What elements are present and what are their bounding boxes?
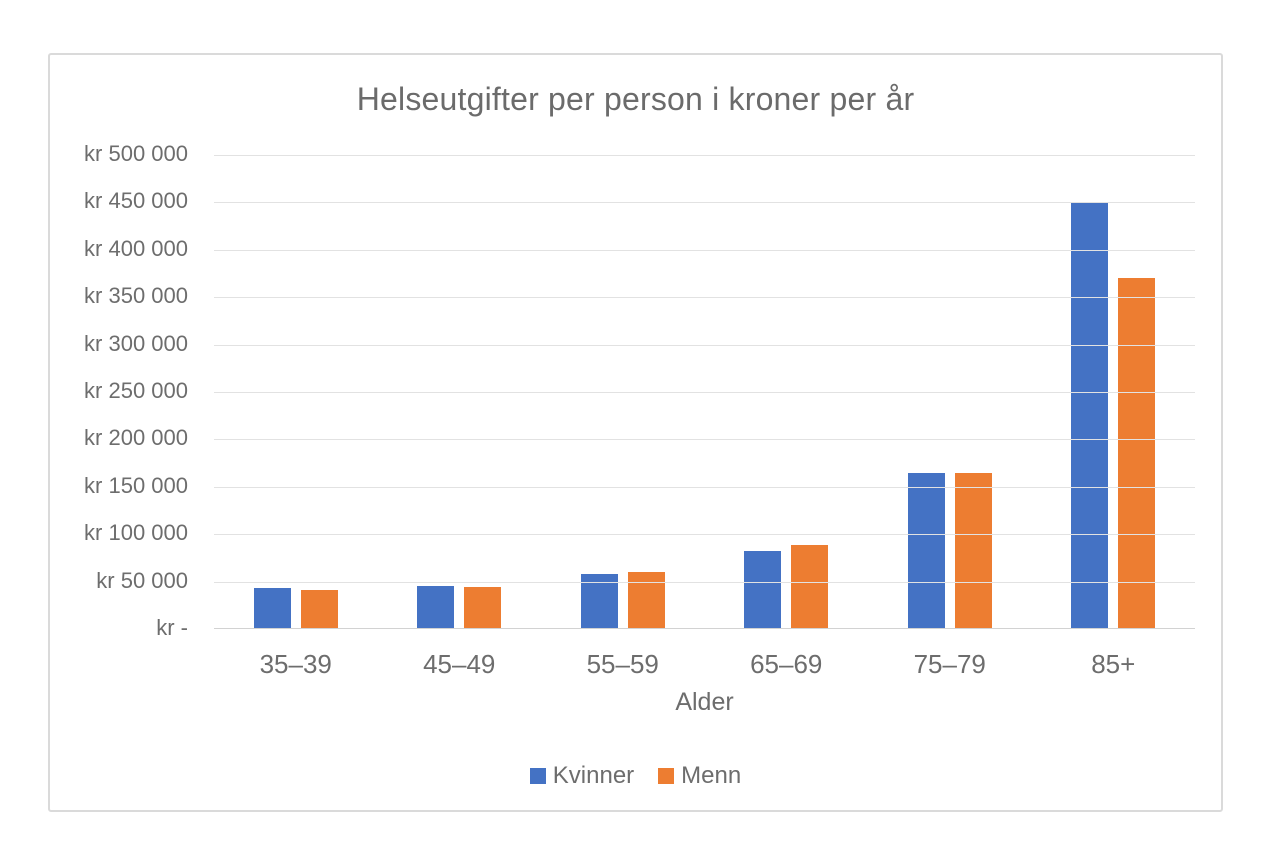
bar-menn-35–39[interactable]: [300, 590, 338, 629]
gridline: [214, 249, 1195, 251]
gridline: [214, 155, 1195, 156]
legend-swatch-menn: [658, 768, 675, 784]
y-axis-tick-label: kr 450 000: [84, 188, 188, 214]
bar-group-65–69: [705, 155, 869, 629]
gridline: [214, 581, 1195, 583]
x-axis-tick-label: 45–49: [423, 649, 496, 679]
bar-kvinner-45–49[interactable]: [417, 586, 455, 629]
x-axis-title: Alder: [675, 688, 734, 716]
bar-group-55–59: [541, 155, 705, 629]
bar-kvinner-35–39[interactable]: [253, 588, 291, 629]
bar-groups: [214, 155, 1195, 629]
legend-label: Menn: [681, 762, 742, 789]
legend-item-kvinner[interactable]: Kvinner: [529, 762, 635, 790]
bar-group-35–39: [214, 155, 378, 629]
y-axis-tick-label: kr 300 000: [84, 330, 188, 356]
gridline: [214, 392, 1195, 393]
bar-group-45–49: [378, 155, 542, 629]
bar-kvinner-75–79[interactable]: [907, 472, 945, 629]
y-axis-tick-label: kr 100 000: [84, 520, 188, 546]
y-axis-tick-label: kr -: [156, 615, 188, 640]
bar-menn-75–79[interactable]: [954, 472, 992, 629]
y-axis-tick-label: kr 250 000: [84, 378, 188, 403]
y-axis-tick-label: kr 350 000: [84, 283, 188, 309]
bar-menn-85+[interactable]: [1118, 278, 1156, 629]
plot-area: [214, 155, 1195, 629]
gridline: [214, 534, 1195, 536]
x-axis-tick-label: 85+: [1091, 649, 1136, 679]
y-axis-tick-label: kr 150 000: [84, 472, 188, 498]
legend: Kvinner Menn: [50, 762, 1221, 790]
bar-kvinner-55–59[interactable]: [580, 574, 618, 629]
x-axis-tick-label: 75–79: [913, 649, 986, 679]
chart-frame: Helseutgifter per person i kroner per år…: [48, 53, 1223, 812]
y-axis-tick-label: kr 400 000: [84, 235, 188, 261]
legend-item-menn[interactable]: Menn: [658, 762, 741, 790]
bar-kvinner-85+[interactable]: [1071, 202, 1109, 629]
chart-title: Helseutgifter per person i kroner per år: [356, 81, 915, 117]
bar-menn-45–49[interactable]: [464, 587, 502, 629]
bar-kvinner-65–69[interactable]: [744, 551, 782, 629]
bar-group-75–79: [868, 155, 1032, 629]
x-axis-line: [214, 628, 1195, 629]
y-axis: kr - kr 50 000 kr 100 000 kr 150 000 kr 200 …: [50, 141, 188, 640]
x-axis-tick-label: 35–39: [259, 649, 332, 679]
legend-label: Kvinner: [552, 762, 635, 789]
x-axis-tick-label: 55–59: [586, 649, 659, 679]
gridline: [214, 486, 1195, 488]
y-axis-tick-label: kr 200 000: [84, 425, 188, 451]
bar-group-85+: [1032, 155, 1196, 629]
x-axis-tick-label: 65–69: [750, 649, 823, 679]
bar-menn-55–59[interactable]: [627, 572, 665, 629]
y-axis-tick-label: kr 50 000: [96, 567, 188, 593]
gridline: [214, 439, 1195, 441]
x-axis: 35–39 45–49 55–59 65–69 75–79 85+: [214, 649, 1195, 680]
gridline: [214, 202, 1195, 204]
bar-menn-65–69[interactable]: [791, 544, 829, 629]
legend-swatch-kvinner: [529, 768, 546, 784]
gridline: [214, 297, 1195, 299]
gridline: [214, 344, 1195, 346]
y-axis-tick-label: kr 500 000: [84, 141, 188, 166]
